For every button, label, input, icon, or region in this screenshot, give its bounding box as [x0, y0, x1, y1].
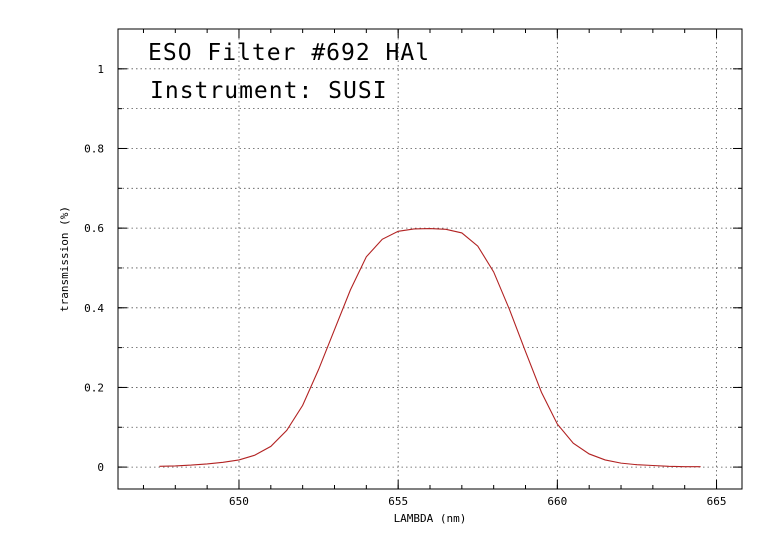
y-axis-label: transmission (%)	[58, 206, 71, 312]
annotation-filter: ESO Filter #692 HAl	[148, 40, 430, 66]
annotation-instrument: Instrument: SUSI	[150, 78, 388, 104]
y-tick-label: 0	[97, 461, 104, 474]
x-tick-label: 655	[388, 495, 408, 508]
y-tick-label: 0.2	[84, 381, 104, 394]
x-tick-label: 650	[229, 495, 249, 508]
x-axis-label: LAMBDA (nm)	[394, 512, 467, 525]
x-tick-label: 660	[547, 495, 567, 508]
ticks	[118, 28, 742, 489]
transmission-curve	[159, 227, 701, 468]
series-layer	[159, 227, 701, 468]
y-tick-label: 1	[97, 63, 104, 76]
y-tick-label: 0.4	[84, 302, 104, 315]
y-tick-label: 0.8	[84, 142, 104, 155]
y-tick-label: 0.6	[84, 222, 104, 235]
tick-labels: 650 655 660 665 0 0.2 0.4 0.6 0.8 1	[84, 63, 726, 508]
x-tick-label: 665	[707, 495, 727, 508]
